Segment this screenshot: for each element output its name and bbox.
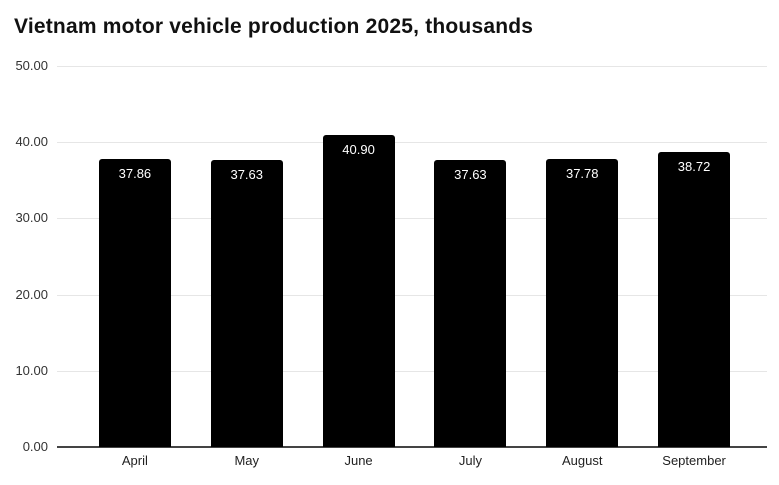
- x-axis-tick-label: April: [121, 453, 148, 468]
- bar-august: 37.78: [546, 159, 619, 447]
- x-axis-tick-label: July: [458, 453, 482, 468]
- x-axis-baseline: [57, 446, 767, 448]
- gridline: [57, 294, 767, 296]
- bar-value-label: 38.72: [677, 158, 711, 174]
- gridline: [57, 370, 767, 372]
- bar-june: 40.90: [322, 135, 395, 447]
- gridline: [57, 218, 767, 220]
- y-axis-tick-label: 20.00: [15, 286, 48, 302]
- x-axis-tick-label: May: [234, 453, 260, 468]
- x-axis-tick-label: September: [662, 453, 726, 468]
- bar-value-label: 37.86: [118, 165, 152, 181]
- x-axis-tick-label: June: [344, 453, 373, 468]
- y-axis-tick-label: 10.00: [15, 362, 48, 378]
- gridline: [57, 142, 767, 144]
- bar-value-label: 37.63: [454, 167, 487, 183]
- x-axis-tick-label: August: [562, 453, 603, 468]
- bar-july: 37.63: [434, 160, 507, 447]
- y-axis-tick-label: 50.00: [15, 58, 48, 73]
- bar-april: 37.86: [98, 158, 171, 447]
- bar-value-label: 37.63: [230, 167, 264, 183]
- plot-area: 37.86 37.63 40.90 37.63 37.78 38.72: [57, 66, 767, 448]
- y-axis-tick-label: 30.00: [15, 210, 48, 226]
- gridline: [57, 66, 767, 67]
- y-axis-tick-label: 40.00: [15, 134, 48, 150]
- bar-may: 37.63: [210, 160, 283, 447]
- y-axis-tick-label: 0.00: [22, 439, 48, 454]
- chart-title: Vietnam motor vehicle production 2025, t…: [14, 15, 534, 38]
- bar-september: 38.72: [658, 151, 731, 447]
- bar-value-label: 37.78: [565, 166, 599, 182]
- bar-value-label: 40.90: [342, 142, 375, 158]
